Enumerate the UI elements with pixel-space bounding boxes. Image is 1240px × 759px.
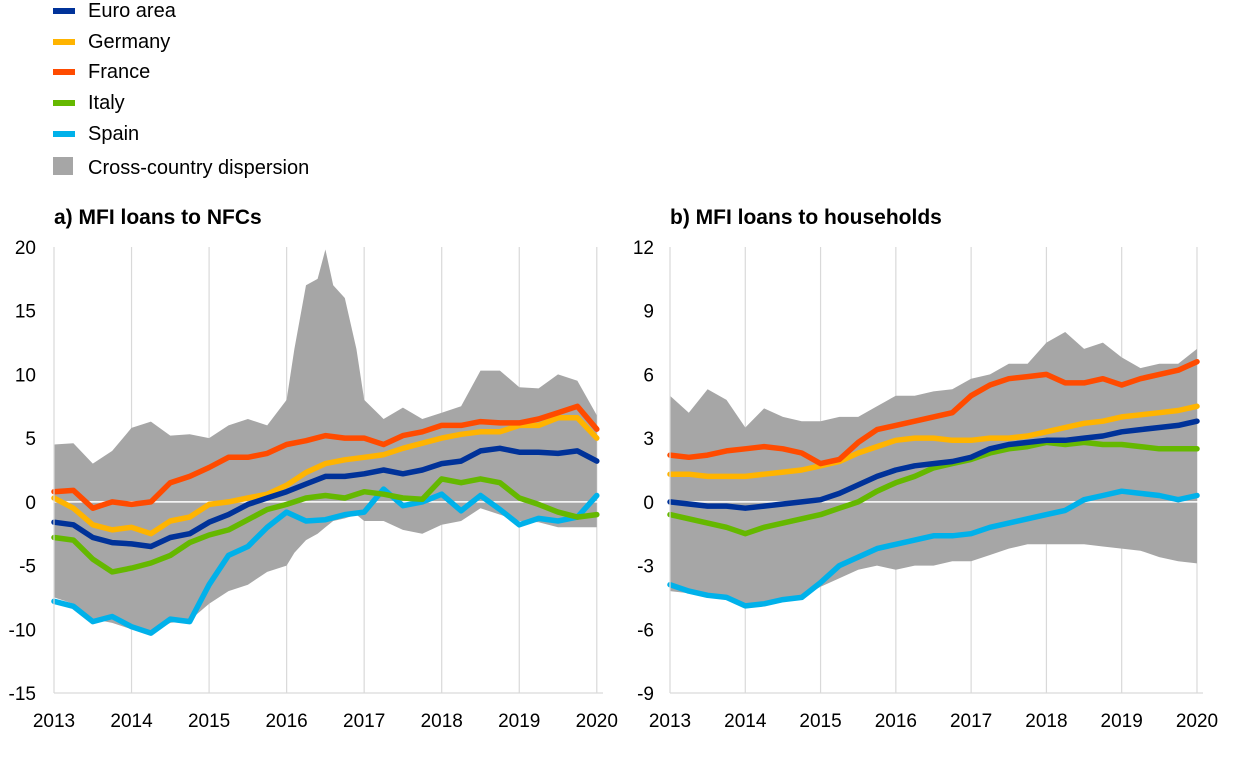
legend-swatch: [53, 157, 73, 176]
x-tick-label: 2019: [1101, 711, 1143, 732]
legend-label: France: [88, 61, 151, 84]
chart-title: b) MFI loans to households: [670, 206, 942, 229]
y-tick-label: -3: [637, 557, 654, 578]
legend-swatch: [53, 38, 75, 45]
legend-swatch: [53, 130, 75, 137]
x-tick-label: 2014: [110, 711, 153, 732]
chart-panel-households: b) MFI loans to households -9 -6 -3 0 3 6 9 12 2…: [633, 206, 1218, 732]
x-tick-label: 2015: [188, 711, 230, 732]
x-tick-label: 2020: [576, 711, 618, 732]
y-tick-label: 5: [25, 429, 36, 450]
legend-label: Italy: [88, 92, 125, 115]
y-tick-label: 12: [633, 238, 654, 259]
x-tick-label: 2016: [875, 711, 917, 732]
series-line-italy: [667, 439, 1200, 537]
x-tick-label: 2019: [498, 711, 540, 732]
y-tick-label: 15: [15, 302, 36, 323]
legend-swatch: [53, 100, 75, 107]
series-line-italy: [51, 476, 600, 575]
x-tick-label: 2016: [265, 711, 307, 732]
y-tick-label: -10: [9, 620, 36, 641]
y-tick-label: -6: [637, 620, 654, 641]
series-line-euro-area: [51, 445, 600, 550]
x-tick-label: 2015: [799, 711, 841, 732]
y-tick-label: -9: [637, 684, 654, 705]
series-line-germany: [667, 403, 1200, 480]
y-tick-label: 3: [643, 429, 654, 450]
y-tick-label: -15: [9, 684, 36, 705]
plot-area: [51, 247, 603, 694]
legend-label: Spain: [88, 122, 140, 145]
x-tick-label: 2017: [950, 711, 992, 732]
plot-area: [667, 247, 1203, 694]
y-tick-label: 20: [15, 238, 36, 259]
chart-panel-nfc: a) MFI loans to NFCs -15 -10 -5 0 5 10 15 20 201…: [9, 206, 618, 732]
legend-label: Cross-country dispersion: [88, 157, 310, 180]
x-tick-label: 2014: [724, 711, 767, 732]
series-line-france: [51, 403, 600, 511]
y-tick-label: -5: [19, 557, 36, 578]
y-tick-label: 0: [25, 493, 36, 514]
legend-swatch: [53, 8, 75, 14]
x-tick-label: 2018: [421, 711, 463, 732]
x-tick-label: 2017: [343, 711, 385, 732]
dispersion-band: [54, 249, 597, 634]
x-tick-label: 2013: [33, 711, 75, 732]
y-tick-label: 10: [15, 365, 36, 386]
legend-label: Germany: [88, 30, 171, 53]
x-tick-label: 2013: [649, 711, 691, 732]
series-line-spain: [51, 486, 600, 636]
series-line-spain: [667, 488, 1200, 609]
series-line-france: [667, 358, 1200, 467]
y-tick-label: 9: [643, 302, 654, 323]
y-tick-label: 0: [643, 493, 654, 514]
series-line-germany: [51, 415, 600, 537]
legend-label: Euro area: [88, 0, 176, 22]
y-tick-label: 6: [643, 365, 654, 386]
legend-swatch: [53, 69, 75, 76]
x-tick-label: 2018: [1025, 711, 1067, 732]
series-line-euro-area: [667, 418, 1200, 511]
x-tick-label: 2020: [1176, 711, 1218, 732]
chart-title: a) MFI loans to NFCs: [54, 206, 262, 229]
